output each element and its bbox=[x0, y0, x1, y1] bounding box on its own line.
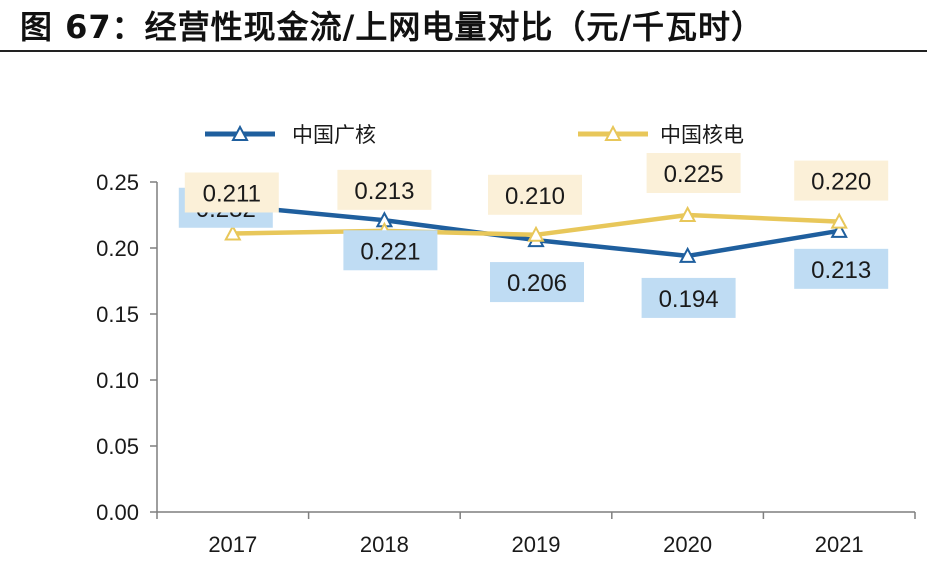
y-tick-label: 0.00 bbox=[96, 500, 139, 525]
page-title: 图 67：经营性现金流/上网电量对比（元/千瓦时） bbox=[20, 8, 765, 46]
legend-label: 中国广核 bbox=[292, 123, 376, 147]
data-label: 0.206 bbox=[507, 270, 567, 297]
data-point-marker bbox=[678, 246, 697, 263]
data-point-marker bbox=[527, 225, 545, 242]
y-tick-label: 0.20 bbox=[96, 236, 139, 261]
data-label: 0.210 bbox=[505, 183, 565, 210]
x-tick-label: 2020 bbox=[663, 532, 712, 557]
data-label: 0.194 bbox=[659, 286, 719, 313]
data-label-box bbox=[337, 169, 432, 210]
data-point-marker bbox=[678, 205, 697, 222]
data-label-box bbox=[794, 160, 889, 201]
data-point-marker bbox=[830, 212, 848, 229]
data-label: 0.213 bbox=[811, 257, 871, 284]
x-tick-label: 2021 bbox=[815, 532, 864, 557]
data-label: 0.220 bbox=[811, 169, 871, 196]
data-point-marker bbox=[224, 224, 242, 241]
y-tick-label: 0.25 bbox=[96, 170, 139, 195]
data-label-box bbox=[488, 174, 582, 215]
data-label-box bbox=[490, 262, 584, 303]
data-label-box bbox=[641, 277, 736, 318]
x-tick-label: 2017 bbox=[208, 532, 257, 557]
data-label-box bbox=[794, 248, 889, 289]
legend-label: 中国核电 bbox=[660, 123, 744, 147]
data-label-box bbox=[343, 230, 438, 271]
y-tick-label: 0.05 bbox=[96, 434, 139, 459]
data-label-box bbox=[184, 172, 279, 213]
legend-marker-icon bbox=[231, 124, 249, 141]
y-tick-label: 0.10 bbox=[96, 368, 139, 393]
data-label: 0.225 bbox=[664, 161, 724, 188]
title-divider bbox=[0, 50, 927, 52]
data-point-marker bbox=[830, 221, 848, 238]
data-label: 0.221 bbox=[360, 238, 420, 265]
x-tick-label: 2018 bbox=[360, 532, 409, 557]
data-label: 0.213 bbox=[354, 178, 414, 205]
data-label-box bbox=[646, 153, 741, 193]
legend-marker-icon bbox=[604, 124, 622, 141]
x-tick-label: 2019 bbox=[512, 532, 561, 557]
y-tick-label: 0.15 bbox=[96, 302, 139, 327]
title-bar: 图 67：经营性现金流/上网电量对比（元/千瓦时） bbox=[0, 0, 927, 54]
data-label: 0.211 bbox=[203, 180, 261, 207]
